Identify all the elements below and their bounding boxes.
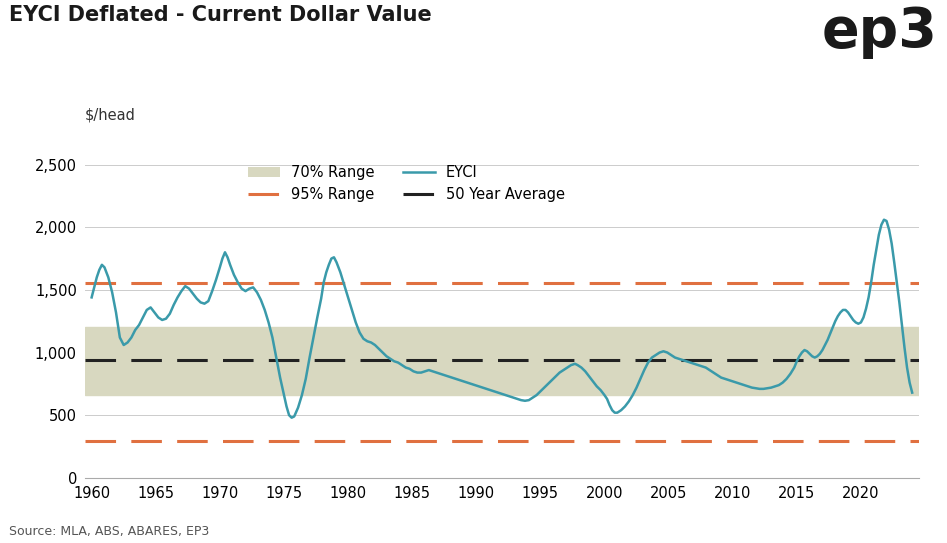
Text: EYCI Deflated - Current Dollar Value: EYCI Deflated - Current Dollar Value (9, 5, 432, 26)
Text: $/head: $/head (85, 107, 136, 122)
Legend: 70% Range, 95% Range, EYCI, 50 Year Average: 70% Range, 95% Range, EYCI, 50 Year Aver… (242, 159, 570, 209)
Text: Source: MLA, ABS, ABARES, EP3: Source: MLA, ABS, ABARES, EP3 (9, 525, 209, 538)
Text: ep3: ep3 (822, 5, 938, 59)
Bar (85, 327, 919, 395)
